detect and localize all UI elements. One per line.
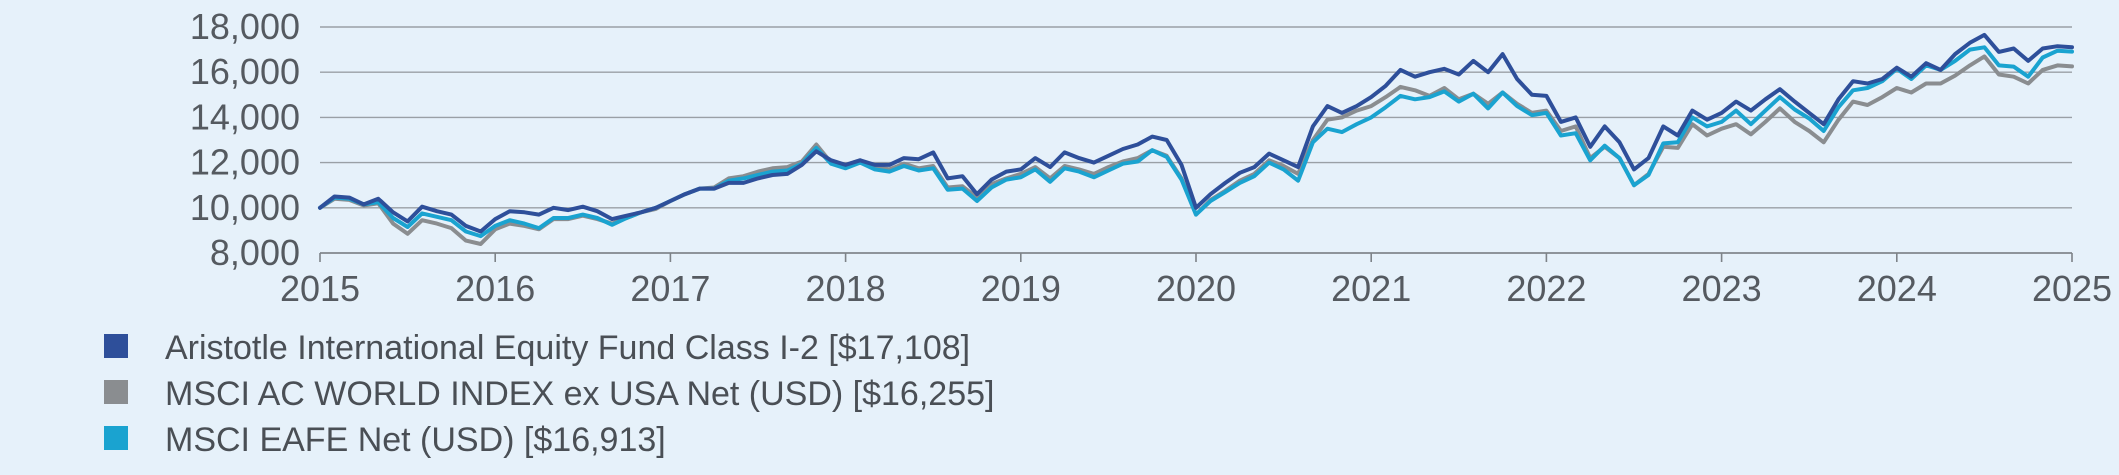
x-tick-label: 2023 <box>1682 268 1762 309</box>
legend-label: MSCI AC WORLD INDEX ex USA Net (USD) [$1… <box>165 375 994 413</box>
series-lines <box>318 32 2074 246</box>
legend-swatch <box>104 426 128 450</box>
y-tick-label: 8,000 <box>210 232 300 273</box>
x-tick-label: 2025 <box>2032 268 2112 309</box>
y-tick-label: 12,000 <box>190 142 300 183</box>
legend-swatch <box>104 334 128 358</box>
x-tick-label: 2021 <box>1331 268 1411 309</box>
y-tick-label: 18,000 <box>190 6 300 47</box>
x-tick-label: 2015 <box>280 268 360 309</box>
x-tick-label: 2016 <box>455 268 535 309</box>
legend: Aristotle International Equity Fund Clas… <box>104 329 994 459</box>
y-tick-label: 10,000 <box>190 187 300 228</box>
x-tick-label: 2019 <box>981 268 1061 309</box>
x-tick-label: 2024 <box>1857 268 1937 309</box>
x-tick-label: 2022 <box>1506 268 1586 309</box>
series-line <box>318 32 2074 234</box>
x-tick-label: 2018 <box>806 268 886 309</box>
x-tick-label: 2017 <box>630 268 710 309</box>
y-tick-label: 16,000 <box>190 51 300 92</box>
legend-swatch <box>104 380 128 404</box>
gridlines <box>320 26 2072 254</box>
x-tick-label: 2020 <box>1156 268 1236 309</box>
legend-label: Aristotle International Equity Fund Clas… <box>165 329 970 367</box>
legend-label: MSCI EAFE Net (USD) [$16,913] <box>165 421 666 459</box>
series-line <box>318 45 2074 239</box>
y-tick-label: 14,000 <box>190 96 300 137</box>
